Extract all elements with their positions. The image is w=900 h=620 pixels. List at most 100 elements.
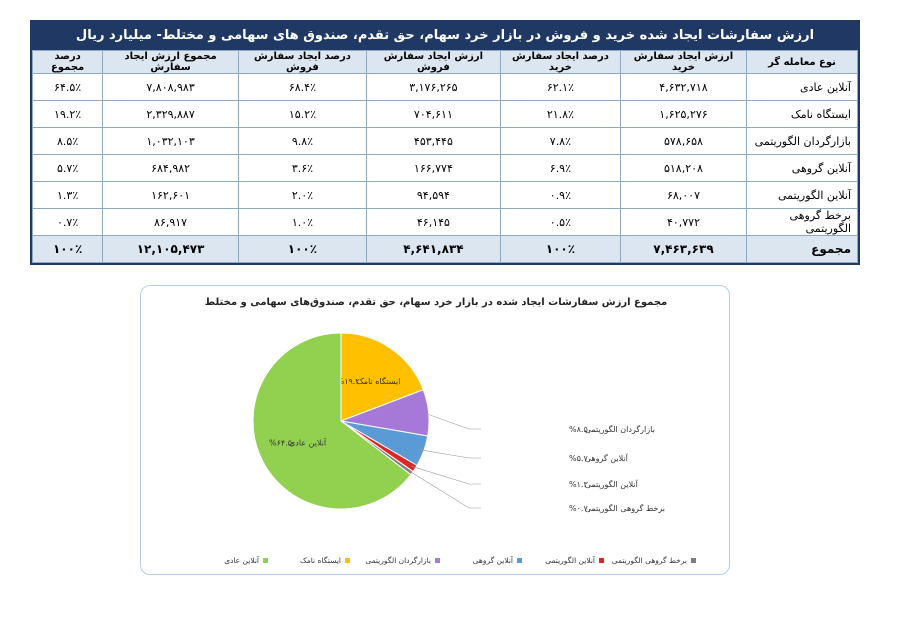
table: نوع معامله گر ارزش ایجاد سفارش خرید درصد ا… [31, 50, 859, 263]
cell: ۲۱.۸٪ [499, 100, 621, 128]
legend-swatch [435, 558, 440, 563]
legend-swatch [691, 558, 696, 563]
legend-swatch [599, 558, 604, 563]
cell: ۵۷۸,۶۵۸ [619, 127, 747, 155]
cell: مجموع [745, 235, 859, 263]
cell: بازارگردان الگوریتمی [745, 127, 859, 155]
chart: مجموع ارزش سفارشات ایجاد شده در بازار خر… [205, 297, 696, 565]
label-category: ایستگاه نامک [357, 376, 401, 386]
label-category: برخط گروهی الگوریتمی [585, 503, 665, 513]
legend-swatch [345, 558, 350, 563]
header-cell: درصد مجموع [31, 50, 104, 74]
data-label: آنلاین گروهی۵.۷% [569, 453, 629, 463]
header-row: نوع معامله گر ارزش ایجاد سفارش خرید درصد ا… [31, 50, 859, 74]
row: آنلاین عادی ۴,۶۳۲,۷۱۸ ۶۲.۱٪ ۳,۱۷۶,۲۶۵ ۶۸.۴٪ ۷… [31, 73, 859, 101]
header-cell: درصد ایجاد سفارش فروش [237, 50, 367, 74]
legend-label: ایستگاه نامک [300, 556, 341, 565]
cell: ۴۵۳,۴۴۵ [365, 127, 501, 155]
cell: ۱۶۲,۶۰۱ [102, 181, 239, 209]
label-category: آنلاین الگوریتمی [585, 479, 639, 489]
total-row: مجموع ۷,۴۶۳,۶۳۹ ۱۰۰٪ ۴,۶۴۱,۸۳۴ ۱۰۰٪ ۱۲,۱۰۵,۴۷… [31, 235, 859, 263]
data-label: بازارگردان الگوریتمی۸.۵% [569, 424, 655, 434]
table-panel: ارزش سفارشات ایجاد شده خرید و فروش در با… [30, 20, 860, 265]
cell: ۳,۱۷۶,۲۶۵ [365, 73, 501, 101]
leader-line [411, 465, 481, 485]
cell: آنلاین الگوریتمی [745, 181, 859, 209]
cell: ۴,۶۳۲,۷۱۸ [619, 73, 747, 101]
label-category: بازارگردان الگوریتمی [585, 424, 655, 434]
legend-label: آنلاین الگوریتمی [545, 555, 596, 565]
cell: ۱۰۰٪ [31, 235, 104, 263]
cell: ۲,۳۲۹,۸۸۷ [102, 100, 239, 128]
pie-slice [340, 332, 424, 422]
cell: ۷,۸۰۸,۹۸۳ [102, 73, 239, 101]
cell: ۰.۷٪ [31, 208, 104, 236]
chart-card: مجموع ارزش سفارشات ایجاد شده در بازار خر… [140, 285, 730, 575]
label-value: ۸.۵% [569, 425, 588, 434]
cell: ۹۴,۵۹۴ [365, 181, 501, 209]
cell: ۱۰۰٪ [499, 235, 621, 263]
data-label: ایستگاه نامک۱۹.۲% [337, 376, 401, 386]
cell: ۶۴.۵٪ [31, 73, 104, 101]
cell: ۹.۸٪ [237, 127, 367, 155]
cell: ۴,۶۴۱,۸۳۴ [365, 235, 501, 263]
data-label: آنلاین عادی۶۴.۵% [269, 437, 327, 447]
label-value: ۱.۳% [569, 480, 588, 489]
row: آنلاین گروهی ۵۱۸,۲۰۸ ۶.۹٪ ۱۶۶,۷۷۴ ۳.۶٪ ۶۸۴,۹۸… [31, 154, 859, 182]
cell: ۱۵.۲٪ [237, 100, 367, 128]
cell: ۱,۶۲۵,۲۷۶ [619, 100, 747, 128]
label-category: آنلاین گروهی [585, 453, 629, 463]
cell: ۶۲.۱٪ [499, 73, 621, 101]
cell: ۴۰,۷۷۲ [619, 208, 747, 236]
cell: ۷,۴۶۳,۶۳۹ [619, 235, 747, 263]
cell: ۲.۰٪ [237, 181, 367, 209]
cell: ۱,۰۳۲,۱۰۳ [102, 127, 239, 155]
cell: ۳.۶٪ [237, 154, 367, 182]
cell: ۰.۵٪ [499, 208, 621, 236]
cell: ۷.۸٪ [499, 127, 621, 155]
leader-line [419, 449, 481, 459]
row: آنلاین الگوریتمی ۶۸,۰۰۷ ۰.۹٪ ۹۴,۵۹۴ ۲.۰٪ ۱۶۲,… [31, 181, 859, 209]
legend-label: برخط گروهی الگوریتمی [612, 556, 687, 565]
label-value: ۵.۷% [569, 454, 588, 463]
cell: ۸۶,۹۱۷ [102, 208, 239, 236]
pie-slice [252, 332, 412, 510]
cell: ۱۹.۲٪ [31, 100, 104, 128]
legend-label: بازارگردان الگوریتمی [365, 556, 431, 565]
legend-swatch [517, 558, 522, 563]
table-title: ارزش سفارشات ایجاد شده خرید و فروش در با… [32, 22, 858, 50]
data-label: برخط گروهی الگوریتمی۰.۷% [569, 503, 665, 513]
header-cell: نوع معامله گر [745, 50, 859, 74]
cell: ۴۶,۱۴۵ [365, 208, 501, 236]
legend-swatch [263, 558, 268, 563]
cell: ۱۰۰٪ [237, 235, 367, 263]
cell: ۶۸,۰۰۷ [619, 181, 747, 209]
cell: آنلاین گروهی [745, 154, 859, 182]
cell: ۱.۳٪ [31, 181, 104, 209]
row: ایستگاه نامک ۱,۶۲۵,۲۷۶ ۲۱.۸٪ ۷۰۴,۶۱۱ ۱۵.۲٪ ۲,… [31, 100, 859, 128]
header-cell: درصد ایجاد سفارش خرید [499, 50, 621, 74]
cell: برخط گروهی الگوریتمی [745, 208, 859, 236]
cell: ۶.۹٪ [499, 154, 621, 182]
leader-line [424, 412, 481, 430]
label-category: آنلاین عادی [289, 437, 327, 447]
row: برخط گروهی الگوریتمی ۴۰,۷۷۲ ۰.۵٪ ۴۶,۱۴۵ ۱.۰٪… [31, 208, 859, 236]
cell: ۱۲,۱۰۵,۴۷۳ [102, 235, 239, 263]
cell: ۵.۷٪ [31, 154, 104, 182]
cell: ایستگاه نامک [745, 100, 859, 128]
cell: آنلاین عادی [745, 73, 859, 101]
cell: ۰.۹٪ [499, 181, 621, 209]
row: بازارگردان الگوریتمی ۵۷۸,۶۵۸ ۷.۸٪ ۴۵۳,۴۴۵ ۹.… [31, 127, 859, 155]
leader-line [408, 470, 481, 509]
data-label: آنلاین الگوریتمی۱.۳% [569, 479, 639, 489]
cell: ۶۸۴,۹۸۲ [102, 154, 239, 182]
chart-title: مجموع ارزش سفارشات ایجاد شده در بازار خر… [205, 297, 667, 308]
legend-label: آنلاین عادی [224, 555, 260, 565]
cell: ۱.۰٪ [237, 208, 367, 236]
cell: ۸.۵٪ [31, 127, 104, 155]
cell: ۶۸.۴٪ [237, 73, 367, 101]
label-value: ۶۴.۵% [269, 438, 292, 447]
legend-label: آنلاین گروهی [473, 555, 514, 565]
cell: ۵۱۸,۲۰۸ [619, 154, 747, 182]
